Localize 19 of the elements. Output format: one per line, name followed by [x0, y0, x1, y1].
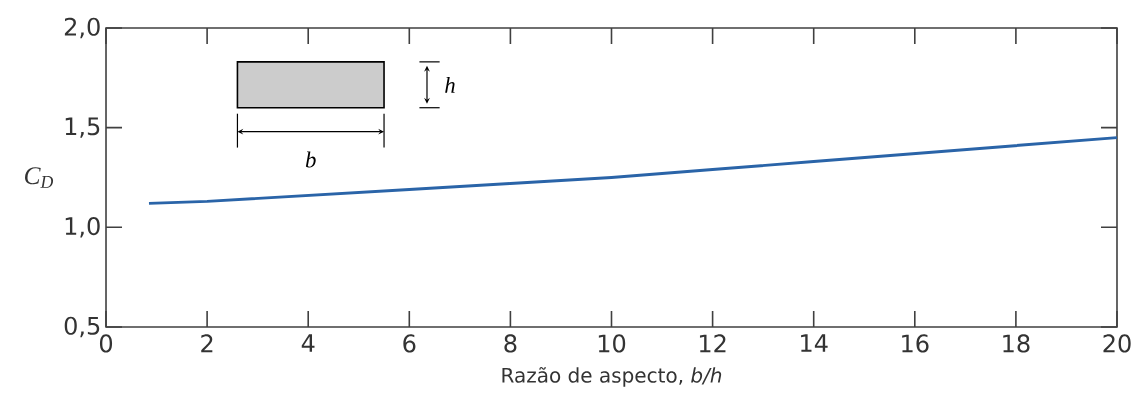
x-tick-label: 6: [403, 334, 416, 353]
x-tick-label: 4: [301, 334, 315, 352]
x-tick-label: 8: [504, 334, 517, 353]
x-tick-label: 10: [598, 334, 626, 353]
annotation: h: [445, 76, 455, 93]
annotation: b: [305, 151, 316, 168]
x-tick-label: 2: [201, 334, 213, 353]
x-tick-label: 20: [1103, 334, 1131, 353]
y-tick-label: 1,0: [65, 217, 100, 238]
x-tick-label: 0: [99, 334, 113, 353]
y-tick-label: 1,5: [65, 117, 100, 138]
x-tick-label: 18: [1003, 334, 1030, 353]
x-tick-label: 14: [801, 334, 828, 352]
y-tick-label: 0,5: [64, 316, 100, 338]
x-tick-label: 16: [902, 334, 929, 353]
y-axis-title: C$_{D}$: [25, 167, 54, 188]
x-axis-title: Razão de aspecto, b/h: [502, 367, 722, 387]
y-tick-label: 2,0: [64, 17, 100, 39]
x-tick-label: 12: [699, 334, 726, 353]
